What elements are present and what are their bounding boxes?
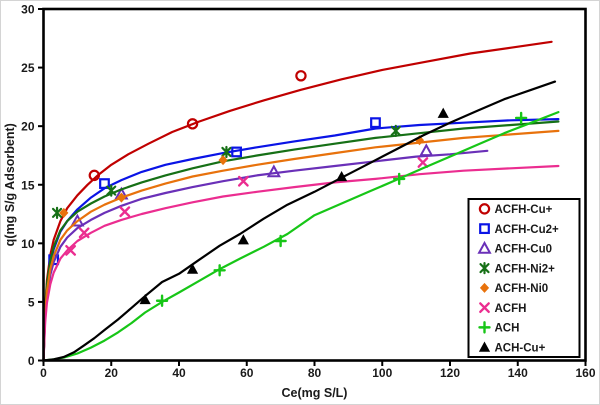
legend-label: ACFH-Cu+ <box>495 204 553 216</box>
data-point-marker <box>419 143 434 157</box>
data-point-marker <box>155 294 169 307</box>
series-ACFH-Ni0 <box>42 129 560 362</box>
fitted-curve <box>42 164 560 362</box>
data-point-marker <box>414 135 425 146</box>
data-point-marker <box>295 70 307 82</box>
legend-label: ACFH <box>495 303 527 315</box>
x-axis-title: Ce(mg S/L) <box>282 386 348 400</box>
legend-item-ACFH: ACFH <box>479 302 527 315</box>
data-point-marker <box>59 207 69 218</box>
data-point-marker <box>514 111 528 125</box>
x-tick-label: 160 <box>575 366 595 380</box>
fitted-curve <box>42 40 553 362</box>
data-point-marker <box>237 234 249 245</box>
x-tick-label: 20 <box>105 366 119 380</box>
data-point-marker <box>479 282 490 293</box>
x-tick-label: 40 <box>172 366 186 380</box>
data-point-marker <box>479 223 490 235</box>
data-point-marker <box>370 117 381 129</box>
series-ACFH <box>42 157 560 362</box>
x-tick-label: 0 <box>40 366 47 380</box>
y-tick-label: 10 <box>21 237 35 251</box>
data-point-marker <box>479 302 490 314</box>
fitted-curve <box>42 111 560 362</box>
series-ACFH-Cu+ <box>42 40 553 362</box>
legend-item-ACFH-Cu+: ACFH-Cu+ <box>478 203 553 216</box>
data-point-marker <box>478 321 491 334</box>
legend-item-ACFH-Ni2+: ACFH-Ni2+ <box>479 262 556 275</box>
data-point-marker <box>186 263 199 274</box>
y-tick-label: 25 <box>21 61 35 75</box>
data-point-marker <box>99 178 110 189</box>
plot-frame <box>42 7 587 362</box>
data-point-marker <box>139 293 151 305</box>
y-tick-label: 20 <box>21 120 35 134</box>
x-tick-label: 140 <box>508 366 528 380</box>
y-tick-label: 0 <box>28 354 35 368</box>
data-point-marker <box>65 244 76 256</box>
legend-item-ACFH-Cu0: ACFH-Cu0 <box>477 240 553 256</box>
data-point-marker <box>119 206 131 218</box>
data-point-marker <box>478 203 491 215</box>
series-ACFH-Cu0 <box>42 143 489 362</box>
data-point-marker <box>231 146 242 158</box>
legend-label: ACFH-Cu0 <box>495 244 553 256</box>
y-tick-label: 30 <box>21 3 35 17</box>
legend-item-ACFH-Cu2+: ACFH-Cu2+ <box>479 223 559 236</box>
legend-item-ACH: ACH <box>478 321 520 335</box>
y-axis-title: q(mg S/g Adsorbent) <box>3 123 17 246</box>
legend-label: ACFH-Ni2+ <box>495 263 556 275</box>
data-point-marker <box>392 172 406 186</box>
data-point-marker <box>88 169 101 182</box>
legend-label: ACH <box>495 323 520 335</box>
series-ACH <box>42 111 560 362</box>
data-point-marker <box>237 175 249 187</box>
legend-label: ACFH-Ni0 <box>495 283 549 295</box>
series-ACH-Cu+ <box>42 80 557 362</box>
data-point-marker <box>390 124 401 137</box>
data-point-marker <box>336 170 348 182</box>
x-tick-label: 80 <box>308 366 322 380</box>
data-point-marker <box>221 145 232 159</box>
fitted-curve <box>42 129 560 362</box>
legend-label: ACH-Cu+ <box>495 342 546 354</box>
data-point-marker <box>266 164 281 178</box>
data-point-marker <box>437 107 449 118</box>
data-point-marker <box>186 118 199 130</box>
data-point-marker <box>417 157 429 168</box>
fitted-curve <box>42 80 557 362</box>
data-point-marker <box>106 184 117 197</box>
x-tick-label: 120 <box>440 366 460 380</box>
legend-item-ACFH-Ni0: ACFH-Ni0 <box>479 282 549 295</box>
data-point-marker <box>213 264 226 277</box>
series-ACFH-Ni2+ <box>42 120 560 362</box>
data-point-marker <box>51 206 63 219</box>
data-point-marker <box>479 262 490 275</box>
legend-item-ACH-Cu+: ACH-Cu+ <box>478 341 546 354</box>
fitted-curve <box>42 149 489 362</box>
legend-label: ACFH-Cu2+ <box>495 224 559 236</box>
data-point-marker <box>218 155 228 166</box>
legend: ACFH-Cu+ ACFH-Cu2+ ACFH-Cu0 ACFH-Ni2+ ACFH-N… <box>467 198 581 358</box>
data-point-marker <box>478 341 491 352</box>
data-point-marker <box>477 240 492 254</box>
data-point-marker <box>274 234 287 248</box>
data-point-marker <box>78 227 90 239</box>
fitted-curve <box>42 120 560 362</box>
y-tick-label: 5 <box>28 295 35 309</box>
axis-ticks: 0 20 40 60 80 100 120 140 160 0 5 10 15 20 25 30 <box>21 3 596 381</box>
x-tick-label: 60 <box>240 366 254 380</box>
x-tick-label: 100 <box>372 366 392 380</box>
y-tick-label: 15 <box>21 178 35 192</box>
data-point-marker <box>116 192 127 203</box>
